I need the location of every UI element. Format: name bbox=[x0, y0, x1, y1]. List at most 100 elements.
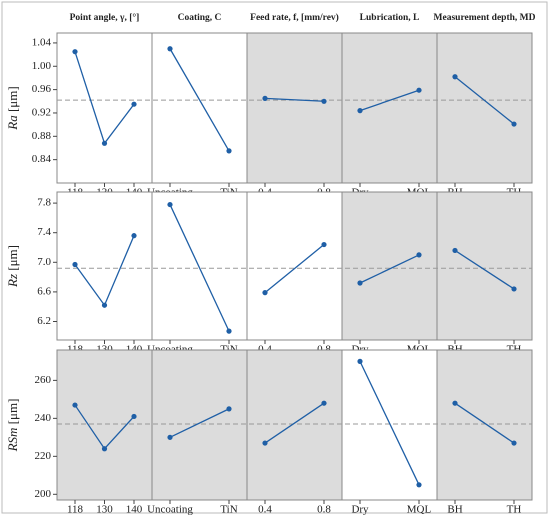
point bbox=[416, 87, 422, 93]
y-tick-label: 6.2 bbox=[37, 315, 51, 327]
point bbox=[131, 233, 137, 239]
y-tick-label: 7.0 bbox=[37, 256, 51, 268]
factor-title: Measurement depth, MD bbox=[434, 13, 536, 23]
effect-line bbox=[169, 408, 230, 438]
y-axis-label: RSm [μm] bbox=[5, 399, 20, 453]
point bbox=[321, 241, 327, 248]
effect-line bbox=[359, 254, 420, 284]
y-tick-label: 7.8 bbox=[37, 197, 51, 209]
panel bbox=[246, 32, 343, 184]
y-tick-label: 0.96 bbox=[32, 83, 52, 95]
panel bbox=[341, 191, 438, 341]
x-tick-label: BH bbox=[447, 504, 462, 516]
panel bbox=[246, 349, 343, 501]
y-axis-label: Ra [μm] bbox=[5, 86, 20, 130]
point bbox=[101, 140, 108, 146]
y-tick-label: 200 bbox=[35, 488, 52, 500]
effect-line bbox=[264, 402, 325, 444]
point bbox=[226, 328, 232, 334]
point bbox=[416, 482, 422, 488]
point bbox=[357, 108, 363, 114]
point bbox=[262, 440, 268, 446]
point bbox=[321, 400, 327, 406]
point bbox=[357, 280, 363, 286]
effect-line bbox=[169, 204, 230, 332]
point bbox=[511, 286, 517, 292]
point bbox=[511, 121, 517, 127]
y-tick-label: 240 bbox=[35, 412, 52, 424]
point bbox=[72, 261, 78, 268]
point bbox=[321, 98, 327, 104]
y-tick-label: 7.4 bbox=[37, 226, 51, 238]
y-tick-label: 0.92 bbox=[32, 106, 51, 118]
effect-line bbox=[169, 48, 230, 152]
x-tick-label: 0.8 bbox=[317, 504, 331, 516]
x-tick-label: 140 bbox=[126, 504, 143, 516]
y-tick-label: 1.00 bbox=[32, 60, 52, 72]
panel bbox=[151, 191, 248, 341]
point bbox=[131, 413, 137, 420]
y-label-var: RSm bbox=[5, 428, 20, 453]
point bbox=[101, 446, 108, 452]
y-tick-label: 260 bbox=[35, 374, 52, 386]
point bbox=[167, 46, 173, 52]
y-axis-label: Rz [μm] bbox=[5, 245, 20, 288]
x-tick-label: Uncoating bbox=[147, 504, 193, 516]
x-tick-label: TH bbox=[507, 504, 522, 516]
effect-line bbox=[359, 89, 420, 112]
x-tick-label: 118 bbox=[67, 504, 84, 516]
point bbox=[131, 101, 137, 107]
y-label-unit: [μm] bbox=[5, 399, 20, 425]
x-tick-label: 130 bbox=[96, 504, 113, 516]
effect-line bbox=[264, 244, 325, 294]
panel bbox=[246, 191, 343, 341]
panel bbox=[341, 32, 438, 184]
point bbox=[262, 290, 268, 296]
point bbox=[226, 148, 232, 154]
point bbox=[72, 49, 78, 55]
y-tick-label: 0.84 bbox=[32, 153, 52, 165]
point bbox=[357, 358, 363, 364]
panel bbox=[436, 349, 533, 501]
point bbox=[416, 252, 422, 258]
panel bbox=[56, 349, 153, 501]
effect-line bbox=[359, 361, 420, 486]
panel bbox=[151, 349, 248, 501]
panel bbox=[56, 191, 153, 341]
y-tick-label: 6.6 bbox=[37, 285, 51, 297]
panel bbox=[151, 32, 248, 184]
point bbox=[167, 434, 173, 440]
factor-title: Coating, C bbox=[178, 13, 222, 23]
point bbox=[452, 400, 458, 406]
effect-line bbox=[454, 249, 515, 290]
point bbox=[511, 440, 517, 446]
factor-title: Point angle, γ, [°] bbox=[70, 12, 140, 23]
y-label-unit: [μm] bbox=[5, 86, 20, 112]
y-tick-label: 0.88 bbox=[32, 130, 52, 142]
point bbox=[226, 406, 232, 412]
point bbox=[452, 74, 458, 80]
y-label-var: Rz bbox=[5, 274, 20, 288]
factor-title: Feed rate, f, [mm/rev) bbox=[250, 12, 339, 23]
y-tick-label: 220 bbox=[35, 450, 52, 462]
x-tick-label: MQL bbox=[407, 504, 432, 516]
y-label-var: Ra bbox=[5, 115, 20, 131]
point bbox=[452, 247, 458, 254]
x-tick-label: TiN bbox=[220, 504, 237, 516]
x-tick-label: Dry bbox=[351, 504, 369, 516]
point bbox=[101, 302, 108, 308]
y-label-unit: [μm] bbox=[5, 245, 20, 271]
factor-title: Lubrication, L bbox=[360, 13, 420, 23]
panel bbox=[436, 32, 533, 184]
point bbox=[167, 201, 173, 208]
effect-line bbox=[454, 76, 515, 125]
panel bbox=[436, 191, 533, 341]
panel bbox=[341, 349, 438, 501]
y-tick-label: 1.04 bbox=[32, 36, 52, 48]
effect-line bbox=[264, 97, 325, 102]
x-tick-label: 0.4 bbox=[258, 504, 272, 516]
panel bbox=[56, 32, 153, 184]
point bbox=[72, 402, 78, 408]
